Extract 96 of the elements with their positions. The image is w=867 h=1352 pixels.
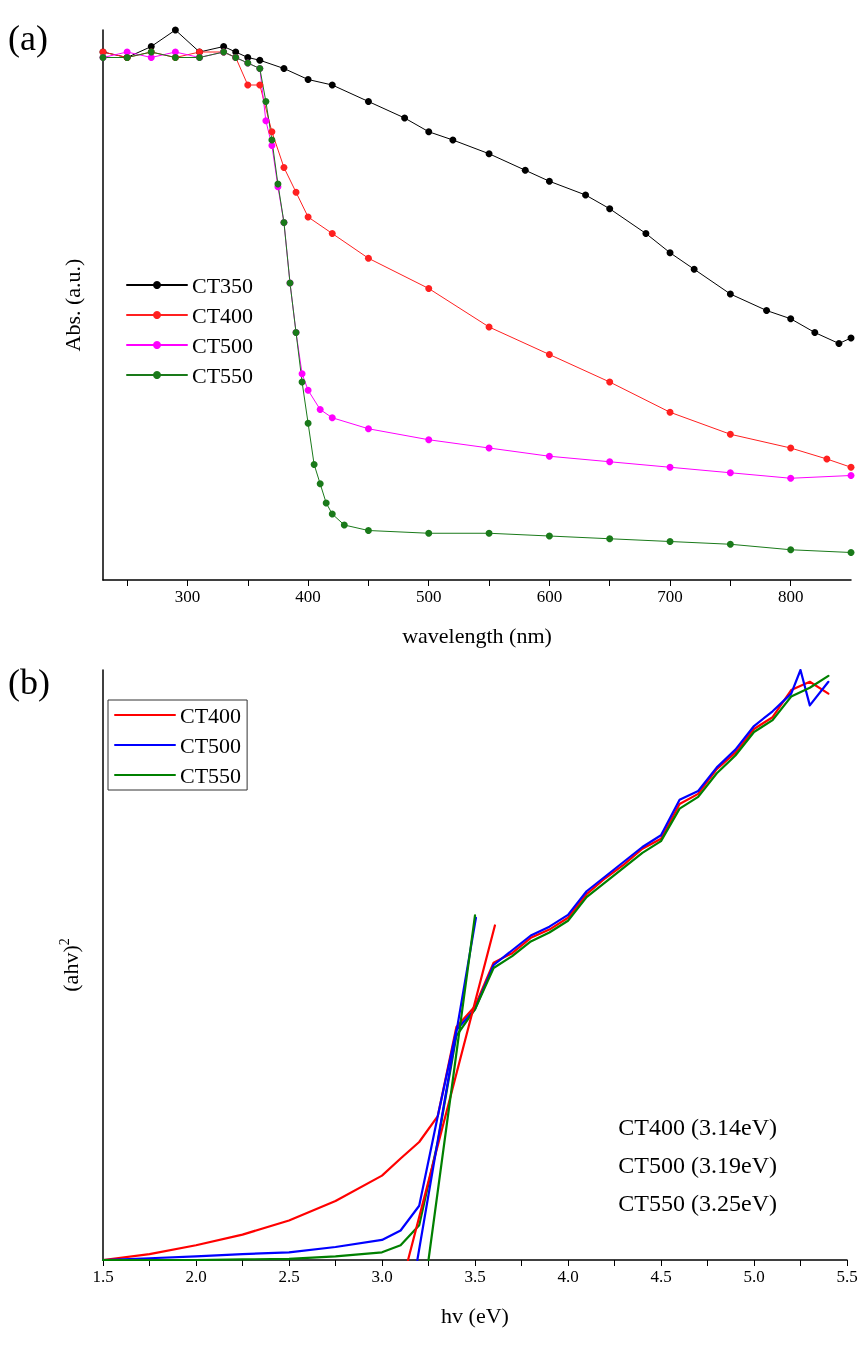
point [364,254,372,262]
legend-label: CT350 [192,272,254,298]
point [545,351,553,358]
point [726,540,734,548]
point [726,430,734,438]
point [328,510,336,518]
point [666,249,674,257]
point [328,414,336,422]
point [268,142,276,149]
point [545,452,553,460]
x-tick-label: 4.0 [557,1267,579,1286]
x-tick-label: 800 [777,587,804,606]
point [304,386,312,394]
point [606,535,614,543]
x-tick-label: 1.5 [92,1267,114,1286]
point [425,285,433,292]
point [763,307,771,314]
legend-label: CT400 [192,302,254,328]
point [847,472,855,479]
point [847,463,855,471]
point [304,76,312,83]
point [606,458,614,466]
point [485,150,493,158]
point [545,532,553,540]
point [364,527,372,534]
point [690,265,698,273]
x-tick-label: 500 [415,587,442,606]
point [316,480,324,488]
x-tick-label: 2.0 [185,1267,207,1286]
point [787,546,795,554]
x-axis-title: hv (eV) [441,1302,509,1328]
point [835,340,843,347]
x-tick-label: 600 [536,587,563,606]
point [316,406,324,413]
point [521,166,529,174]
point [310,461,318,468]
point [328,81,336,89]
point [811,329,819,336]
point [545,177,553,185]
point [485,529,493,537]
point [364,425,372,433]
x-tick-label: 5.0 [743,1267,765,1286]
point [606,205,614,213]
point [171,26,179,34]
point [292,188,300,196]
legend-label: CT500 [180,732,242,758]
legend-label: CT500 [192,332,254,358]
point [847,549,855,556]
point [244,81,252,89]
point [364,98,372,105]
point [328,230,336,237]
point [401,114,409,122]
x-tick-label: 2.5 [278,1267,300,1286]
x-tick-label: 5.5 [836,1267,858,1286]
point [280,164,288,171]
point [262,98,270,105]
y-axis-title: Abs. (a.u.) [59,258,85,352]
x-tick-label: 700 [657,587,683,606]
annotation: CT550 (3.25eV) [618,1190,777,1216]
point [268,128,276,136]
point [666,408,674,416]
point [425,436,433,444]
point [787,474,795,482]
point [726,469,734,477]
legend-label: CT550 [192,362,254,388]
point [666,538,674,545]
point [666,463,674,471]
x-tick-label: 300 [174,587,201,606]
point [147,54,155,61]
point [280,65,288,72]
legend-label: CT400 [180,702,242,728]
point [304,419,312,427]
point [642,230,650,237]
point [298,370,306,378]
point [787,444,795,452]
chart-title: (a) [8,18,48,58]
point [262,117,270,125]
point [322,499,330,507]
point [256,56,264,64]
x-tick-label: 3.5 [464,1267,486,1286]
point [582,191,590,199]
point [606,378,614,386]
point [425,529,433,537]
x-tick-label: 4.5 [650,1267,672,1286]
point [425,128,433,136]
x-axis-title: wavelength (nm) [402,622,552,648]
point [726,290,734,298]
x-tick-label: 400 [295,587,321,606]
y-axis-title: (ahv)2 [56,938,83,992]
chart-title: (b) [8,662,50,702]
point [787,315,795,323]
x-tick-label: 3.0 [371,1267,393,1286]
annotation: CT400 (3.14eV) [618,1114,777,1140]
legend-label: CT550 [180,762,242,788]
annotation: CT500 (3.19eV) [618,1152,777,1178]
point [340,521,348,529]
